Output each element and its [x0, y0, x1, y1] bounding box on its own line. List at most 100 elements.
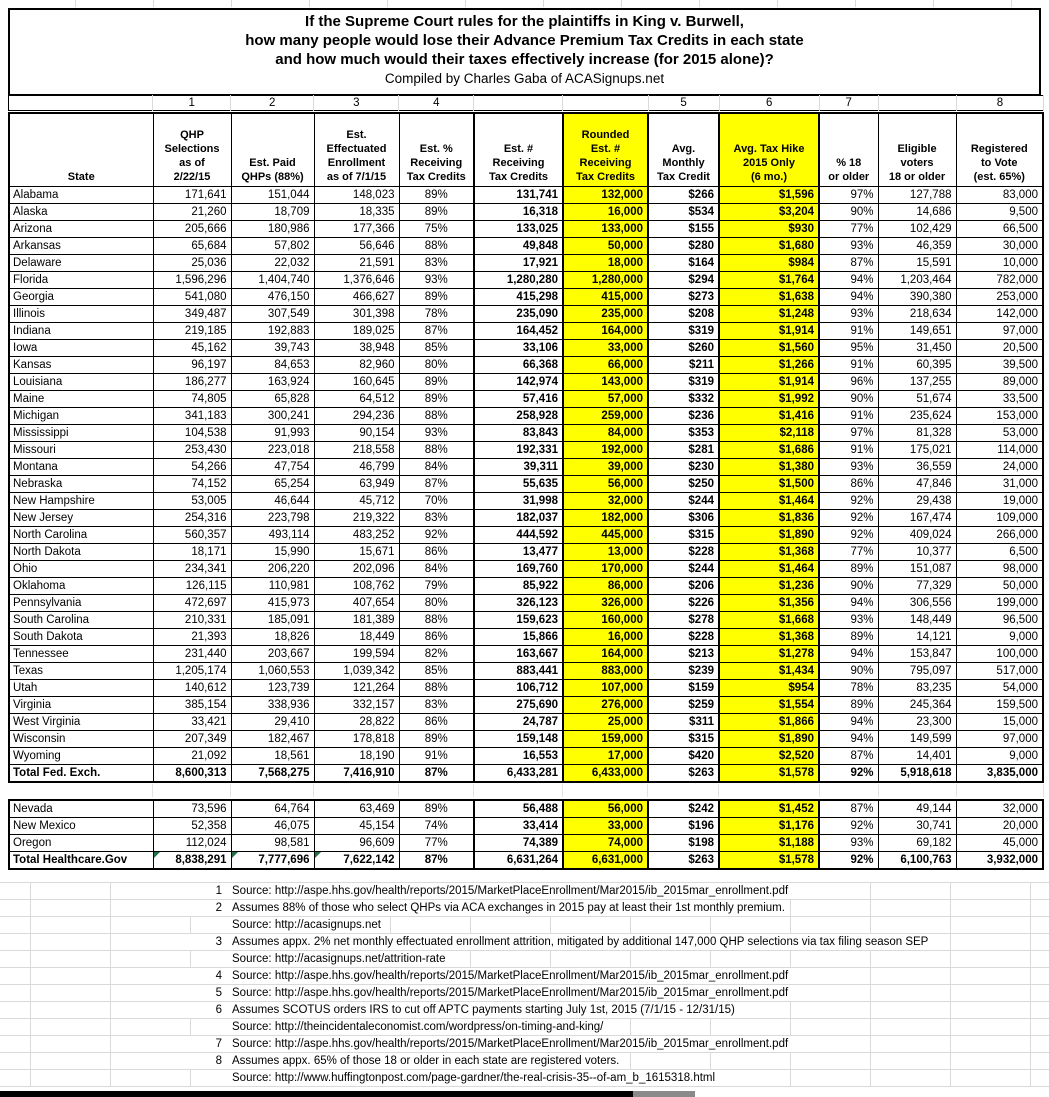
cell[interactable]: 153,000 — [955, 407, 1044, 425]
state-cell[interactable]: Alabama — [8, 186, 154, 204]
cell[interactable]: $294 — [647, 271, 720, 289]
cell[interactable]: 57,000 — [562, 390, 649, 408]
cell[interactable]: 266,000 — [955, 526, 1044, 544]
cell[interactable]: 74,152 — [152, 475, 232, 493]
state-cell[interactable]: Texas — [8, 662, 154, 680]
cell[interactable]: 70% — [398, 492, 475, 510]
cell[interactable]: 45,712 — [313, 492, 400, 510]
cell[interactable]: 483,252 — [313, 526, 400, 544]
cell[interactable]: $954 — [718, 679, 820, 697]
cell[interactable]: 75% — [398, 220, 475, 238]
cell[interactable]: 142,000 — [955, 305, 1044, 323]
cell[interactable]: 143,000 — [562, 373, 649, 391]
cell[interactable]: 89% — [398, 799, 475, 818]
cell[interactable]: 203,667 — [230, 645, 315, 663]
cell[interactable]: 159,623 — [473, 611, 564, 629]
cell[interactable]: 74,389 — [473, 834, 564, 852]
cell[interactable]: 54,000 — [955, 679, 1044, 697]
cell[interactable]: 517,000 — [955, 662, 1044, 680]
cell[interactable]: 6,100,763 — [877, 851, 957, 870]
cell[interactable]: 133,000 — [562, 220, 649, 238]
state-cell[interactable]: Florida — [8, 271, 154, 289]
cell[interactable]: 28,822 — [313, 713, 400, 731]
cell[interactable]: 6,631,264 — [473, 851, 564, 870]
cell[interactable]: 63,469 — [313, 799, 400, 818]
cell[interactable]: 169,760 — [473, 560, 564, 578]
cell[interactable]: 149,599 — [877, 730, 957, 748]
cell[interactable]: 9,000 — [955, 747, 1044, 765]
cell[interactable]: 159,148 — [473, 730, 564, 748]
cell[interactable]: 245,364 — [877, 696, 957, 714]
cell[interactable]: $230 — [647, 458, 720, 476]
cell[interactable]: 17,000 — [562, 747, 649, 765]
cell[interactable]: 235,624 — [877, 407, 957, 425]
cell[interactable]: 189,025 — [313, 322, 400, 340]
cell[interactable]: $3,204 — [718, 203, 820, 221]
cell[interactable]: 91% — [818, 356, 879, 374]
cell[interactable]: $1,914 — [718, 322, 820, 340]
cell[interactable]: 883,441 — [473, 662, 564, 680]
cell[interactable]: 15,671 — [313, 543, 400, 561]
cell[interactable]: 87% — [818, 799, 879, 818]
cell[interactable]: 39,000 — [562, 458, 649, 476]
cell[interactable]: 89% — [398, 730, 475, 748]
cell[interactable]: $164 — [647, 254, 720, 272]
cell[interactable]: $1,248 — [718, 305, 820, 323]
cell[interactable]: $1,464 — [718, 492, 820, 510]
cell[interactable]: 16,000 — [562, 628, 649, 646]
cell[interactable]: 15,000 — [955, 713, 1044, 731]
cell[interactable]: 98,581 — [230, 834, 315, 852]
cell[interactable]: 1,280,000 — [562, 271, 649, 289]
cell[interactable]: 84% — [398, 560, 475, 578]
cell[interactable]: 92% — [818, 764, 879, 783]
cell comment-flag-icon[interactable]: 7,777,696 — [230, 851, 315, 870]
cell[interactable]: 77% — [398, 834, 475, 852]
cell[interactable]: 87% — [818, 254, 879, 272]
cell[interactable]: 121,264 — [313, 679, 400, 697]
cell[interactable]: $244 — [647, 560, 720, 578]
cell[interactable]: 15,591 — [877, 254, 957, 272]
cell[interactable]: 21,591 — [313, 254, 400, 272]
cell[interactable]: 16,318 — [473, 203, 564, 221]
state-cell[interactable]: Wyoming — [8, 747, 154, 765]
cell[interactable]: 89% — [398, 390, 475, 408]
cell[interactable]: 167,474 — [877, 509, 957, 527]
cell[interactable]: $278 — [647, 611, 720, 629]
cell[interactable]: $1,560 — [718, 339, 820, 357]
cell[interactable]: 46,644 — [230, 492, 315, 510]
cell[interactable]: 86% — [818, 475, 879, 493]
cell[interactable]: 46,075 — [230, 817, 315, 835]
cell[interactable]: 210,331 — [152, 611, 232, 629]
cell[interactable]: $159 — [647, 679, 720, 697]
cell[interactable]: 30,000 — [955, 237, 1044, 255]
cell[interactable]: 1,404,740 — [230, 271, 315, 289]
cell[interactable]: 45,154 — [313, 817, 400, 835]
cell[interactable]: 153,847 — [877, 645, 957, 663]
cell[interactable]: 31,450 — [877, 339, 957, 357]
cell[interactable]: 86% — [398, 628, 475, 646]
state-cell[interactable]: North Carolina — [8, 526, 154, 544]
cell[interactable]: 25,000 — [562, 713, 649, 731]
cell[interactable]: 199,000 — [955, 594, 1044, 612]
cell[interactable]: 83,843 — [473, 424, 564, 442]
cell[interactable]: 89% — [818, 560, 879, 578]
cell[interactable]: 14,686 — [877, 203, 957, 221]
cell[interactable]: 415,973 — [230, 594, 315, 612]
cell[interactable]: 219,322 — [313, 509, 400, 527]
cell[interactable]: 32,000 — [955, 799, 1044, 818]
cell[interactable]: 253,430 — [152, 441, 232, 459]
cell[interactable]: $2,520 — [718, 747, 820, 765]
cell[interactable]: $239 — [647, 662, 720, 680]
cell[interactable]: 254,316 — [152, 509, 232, 527]
cell[interactable]: 74,805 — [152, 390, 232, 408]
cell[interactable]: 89% — [398, 186, 475, 204]
cell[interactable]: $315 — [647, 730, 720, 748]
cell[interactable]: 97,000 — [955, 322, 1044, 340]
cell[interactable]: 93% — [818, 458, 879, 476]
cell[interactable]: 18,826 — [230, 628, 315, 646]
cell[interactable]: 275,690 — [473, 696, 564, 714]
cell[interactable]: $306 — [647, 509, 720, 527]
cell[interactable]: 18,709 — [230, 203, 315, 221]
cell[interactable]: 86% — [398, 543, 475, 561]
cell[interactable]: 21,393 — [152, 628, 232, 646]
